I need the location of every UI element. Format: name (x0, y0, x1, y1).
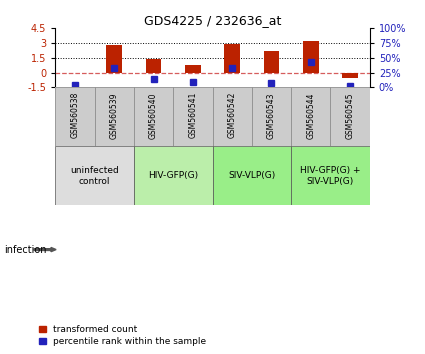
Bar (291, 87, 331, 146)
Text: HIV-GFP(G): HIV-GFP(G) (148, 171, 198, 180)
Bar (303, 41, 319, 73)
Text: SIV-VLP(G): SIV-VLP(G) (228, 171, 275, 180)
Bar (106, 45, 122, 73)
Text: GSM560544: GSM560544 (306, 92, 315, 138)
Bar (264, 51, 279, 73)
Text: GSM560539: GSM560539 (110, 92, 119, 138)
Text: GSM560545: GSM560545 (346, 92, 354, 138)
Title: GDS4225 / 232636_at: GDS4225 / 232636_at (144, 14, 281, 27)
Bar (94, 87, 134, 146)
Bar (212, 87, 252, 146)
Bar (185, 65, 201, 73)
Bar (342, 73, 358, 78)
Text: GSM560541: GSM560541 (188, 92, 197, 138)
Legend: transformed count, percentile rank within the sample: transformed count, percentile rank withi… (39, 325, 206, 346)
Bar (55, 87, 94, 146)
Bar (134, 87, 173, 146)
Bar (173, 87, 212, 146)
Bar (55, 146, 134, 205)
Bar (331, 87, 370, 146)
Text: GSM560543: GSM560543 (267, 92, 276, 138)
Bar (224, 44, 240, 73)
Bar (252, 87, 291, 146)
Text: GSM560538: GSM560538 (71, 92, 79, 138)
Bar (212, 146, 291, 205)
Bar (291, 146, 370, 205)
Bar (134, 146, 212, 205)
Text: uninfected
control: uninfected control (70, 166, 119, 185)
Text: GSM560540: GSM560540 (149, 92, 158, 138)
Text: HIV-GFP(G) +
SIV-VLP(G): HIV-GFP(G) + SIV-VLP(G) (300, 166, 361, 185)
Text: infection: infection (4, 245, 47, 255)
Bar (146, 59, 162, 73)
Text: GSM560542: GSM560542 (228, 92, 237, 138)
